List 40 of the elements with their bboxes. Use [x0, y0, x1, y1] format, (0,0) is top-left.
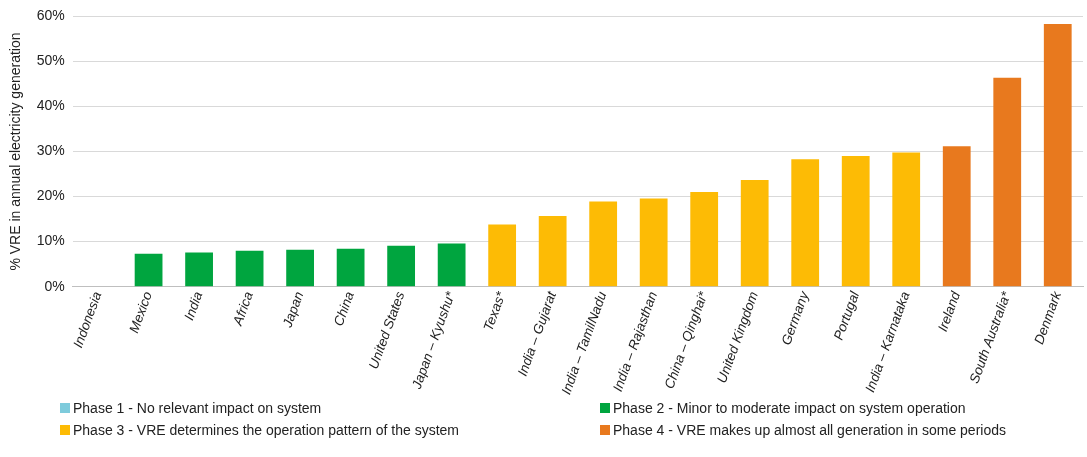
bar	[690, 192, 719, 287]
y-tick-label: 0%	[44, 277, 65, 294]
x-tick-label: Ireland	[934, 289, 964, 334]
bar	[740, 179, 769, 287]
x-tick-label: India – Gujarat	[514, 288, 560, 378]
legend-label: Phase 1 - No relevant impact on system	[73, 400, 322, 416]
x-tick-label: United States	[365, 289, 408, 371]
legend-label: Phase 3 - VRE determines the operation pattern of the system	[73, 422, 459, 438]
y-tick-label: 10%	[36, 232, 65, 249]
bar	[993, 77, 1022, 287]
bar	[336, 248, 365, 287]
bar	[134, 253, 163, 287]
bar	[841, 156, 870, 287]
bar	[892, 152, 921, 287]
bar	[488, 224, 517, 287]
y-tick-label: 30%	[36, 142, 65, 159]
bar	[639, 198, 668, 287]
x-tick-label: Japan	[279, 289, 307, 331]
bar	[437, 243, 466, 287]
bar	[235, 250, 264, 287]
bar	[286, 249, 314, 287]
y-tick-label: 20%	[36, 187, 65, 204]
bar	[185, 252, 213, 287]
y-tick-label: 40%	[36, 97, 65, 114]
bar	[1043, 24, 1072, 287]
legend-label: Phase 2 - Minor to moderate impact on system operation	[613, 400, 966, 416]
x-tick-label: China	[330, 289, 358, 328]
bar	[791, 159, 820, 287]
x-tick-label: Texas*	[480, 288, 509, 334]
x-tick-label: Africa	[229, 289, 257, 329]
y-axis-title: % VRE in annual electricity generation	[7, 32, 24, 271]
bar	[387, 245, 416, 287]
y-tick-label: 50%	[36, 52, 65, 69]
bar	[589, 201, 618, 287]
y-tick-label: 60%	[36, 7, 65, 24]
x-tick-label: India	[181, 289, 206, 323]
x-tick-label: Mexico	[126, 289, 156, 335]
bar	[942, 146, 971, 287]
legend-label: Phase 4 - VRE makes up almost all generation in some periods	[613, 422, 1006, 438]
bar	[538, 215, 567, 287]
